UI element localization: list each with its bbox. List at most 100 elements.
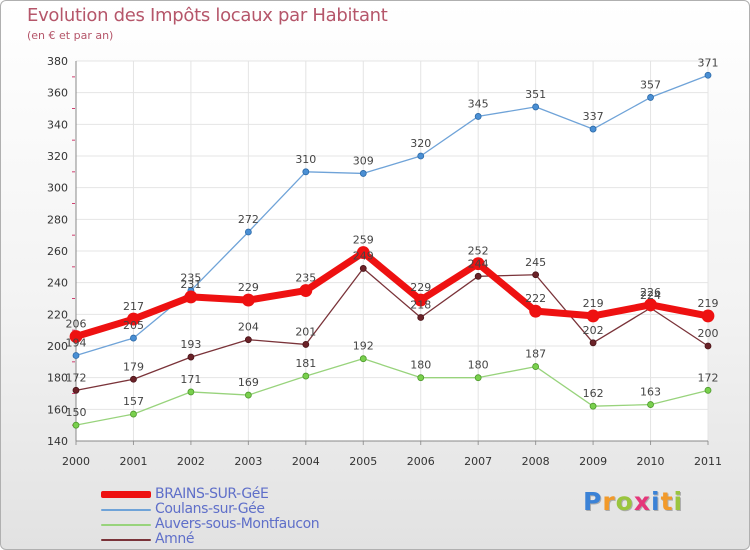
data-label-brains: 252 xyxy=(468,245,489,258)
x-tick-label: 2003 xyxy=(234,455,262,468)
data-point-brains xyxy=(241,293,255,307)
data-label-amne: 218 xyxy=(410,299,431,312)
data-label-amne: 204 xyxy=(238,321,259,334)
data-point-brains xyxy=(644,298,657,312)
data-point-coulans xyxy=(532,103,540,111)
data-point-brains xyxy=(184,290,198,304)
data-label-brains: 226 xyxy=(640,286,661,299)
data-point-auvers xyxy=(704,386,712,394)
x-tick-label: 2004 xyxy=(292,455,320,468)
data-point-amne xyxy=(532,271,540,279)
data-point-coulans xyxy=(704,71,712,79)
data-label-brains: 259 xyxy=(353,234,374,247)
data-point-amne xyxy=(474,272,482,280)
data-label-coulans: 371 xyxy=(698,56,719,69)
data-label-amne: 193 xyxy=(180,338,201,351)
data-label-coulans: 235 xyxy=(180,272,201,285)
data-point-brains xyxy=(356,246,370,259)
x-tick-label: 2001 xyxy=(119,455,147,468)
data-point-amne xyxy=(589,339,597,347)
data-label-auvers: 187 xyxy=(525,348,546,361)
y-tick-label: 260 xyxy=(47,245,68,258)
data-point-coulans xyxy=(359,170,367,177)
legend-swatch-amne xyxy=(101,539,151,541)
data-point-amne xyxy=(704,342,712,350)
data-label-coulans: 337 xyxy=(583,110,604,123)
data-label-coulans: 310 xyxy=(295,153,316,166)
data-label-coulans: 194 xyxy=(66,337,87,350)
data-point-brains xyxy=(586,309,600,323)
data-label-coulans: 351 xyxy=(525,88,546,101)
data-label-amne: 172 xyxy=(66,371,87,384)
data-point-auvers xyxy=(130,410,137,418)
data-point-amne xyxy=(244,336,252,344)
data-point-coulans xyxy=(302,168,310,176)
data-point-brains xyxy=(471,257,485,271)
data-point-brains xyxy=(127,312,140,326)
data-label-auvers: 181 xyxy=(295,357,316,370)
data-point-amne xyxy=(187,353,195,361)
x-tick-label: 2011 xyxy=(694,455,722,468)
x-tick-label: 2008 xyxy=(522,455,550,468)
data-label-auvers: 192 xyxy=(353,340,374,353)
data-label-coulans: 357 xyxy=(640,78,661,91)
data-label-coulans: 205 xyxy=(123,319,144,332)
y-tick-label: 340 xyxy=(47,118,68,131)
data-label-auvers: 163 xyxy=(640,386,661,399)
y-tick-label: 380 xyxy=(47,55,68,68)
x-tick-label: 2006 xyxy=(407,455,435,468)
data-point-auvers xyxy=(532,363,540,370)
data-label-auvers: 157 xyxy=(123,395,144,408)
y-tick-label: 140 xyxy=(47,435,68,448)
data-label-brains: 229 xyxy=(238,281,259,294)
legend-label-coulans: Coulans-sur-Gée xyxy=(155,501,265,517)
data-label-brains: 231 xyxy=(180,278,201,291)
y-tick-label: 220 xyxy=(47,308,68,321)
data-point-brains xyxy=(69,330,83,343)
series-line-brains xyxy=(72,249,712,340)
data-label-coulans: 272 xyxy=(238,213,259,226)
data-point-brains xyxy=(414,293,428,307)
data-point-amne xyxy=(417,314,425,321)
data-label-brains: 217 xyxy=(123,300,144,313)
data-point-auvers xyxy=(72,421,80,429)
y-tick-label: 360 xyxy=(47,87,68,100)
legend-swatch-brains xyxy=(101,491,151,498)
data-point-amne xyxy=(302,341,310,348)
y-tick-label: 300 xyxy=(47,182,68,195)
data-label-brains: 219 xyxy=(698,297,719,310)
data-label-auvers: 162 xyxy=(583,387,604,400)
data-point-brains xyxy=(529,304,543,318)
chart-title: Evolution des Impôts locaux par Habitant xyxy=(27,5,388,26)
legend-label-brains: BRAINS-SUR-GéE xyxy=(155,486,269,502)
data-point-amne xyxy=(72,386,80,394)
x-tick-label: 2005 xyxy=(349,455,377,468)
data-label-amne: 244 xyxy=(468,257,489,270)
data-label-auvers: 150 xyxy=(66,406,87,419)
proxiti-logo: Proxiti xyxy=(583,487,684,516)
data-label-auvers: 171 xyxy=(180,373,201,386)
y-tick-label: 180 xyxy=(47,372,68,385)
x-tick-label: 2007 xyxy=(464,455,492,468)
data-label-amne: 245 xyxy=(525,256,546,269)
data-label-brains: 235 xyxy=(295,272,316,285)
y-tick-label: 240 xyxy=(47,277,68,290)
data-point-auvers xyxy=(474,374,482,382)
series-line-amne xyxy=(75,267,709,391)
data-label-amne: 249 xyxy=(353,249,374,262)
data-label-amne: 179 xyxy=(123,360,144,373)
data-point-coulans xyxy=(244,228,252,236)
data-point-auvers xyxy=(589,402,597,410)
data-point-coulans xyxy=(589,125,597,133)
chart-subtitle: (en € et par an) xyxy=(27,29,114,42)
y-tick-label: 160 xyxy=(47,403,68,416)
data-point-auvers xyxy=(302,372,310,380)
legend-swatch-auvers xyxy=(101,524,151,526)
data-label-brains: 219 xyxy=(583,297,604,310)
data-point-amne xyxy=(359,265,367,272)
y-tick-label: 200 xyxy=(47,340,68,353)
data-point-auvers xyxy=(359,355,367,363)
data-point-amne xyxy=(130,375,137,383)
data-label-auvers: 169 xyxy=(238,376,259,389)
data-label-auvers: 180 xyxy=(468,359,489,372)
